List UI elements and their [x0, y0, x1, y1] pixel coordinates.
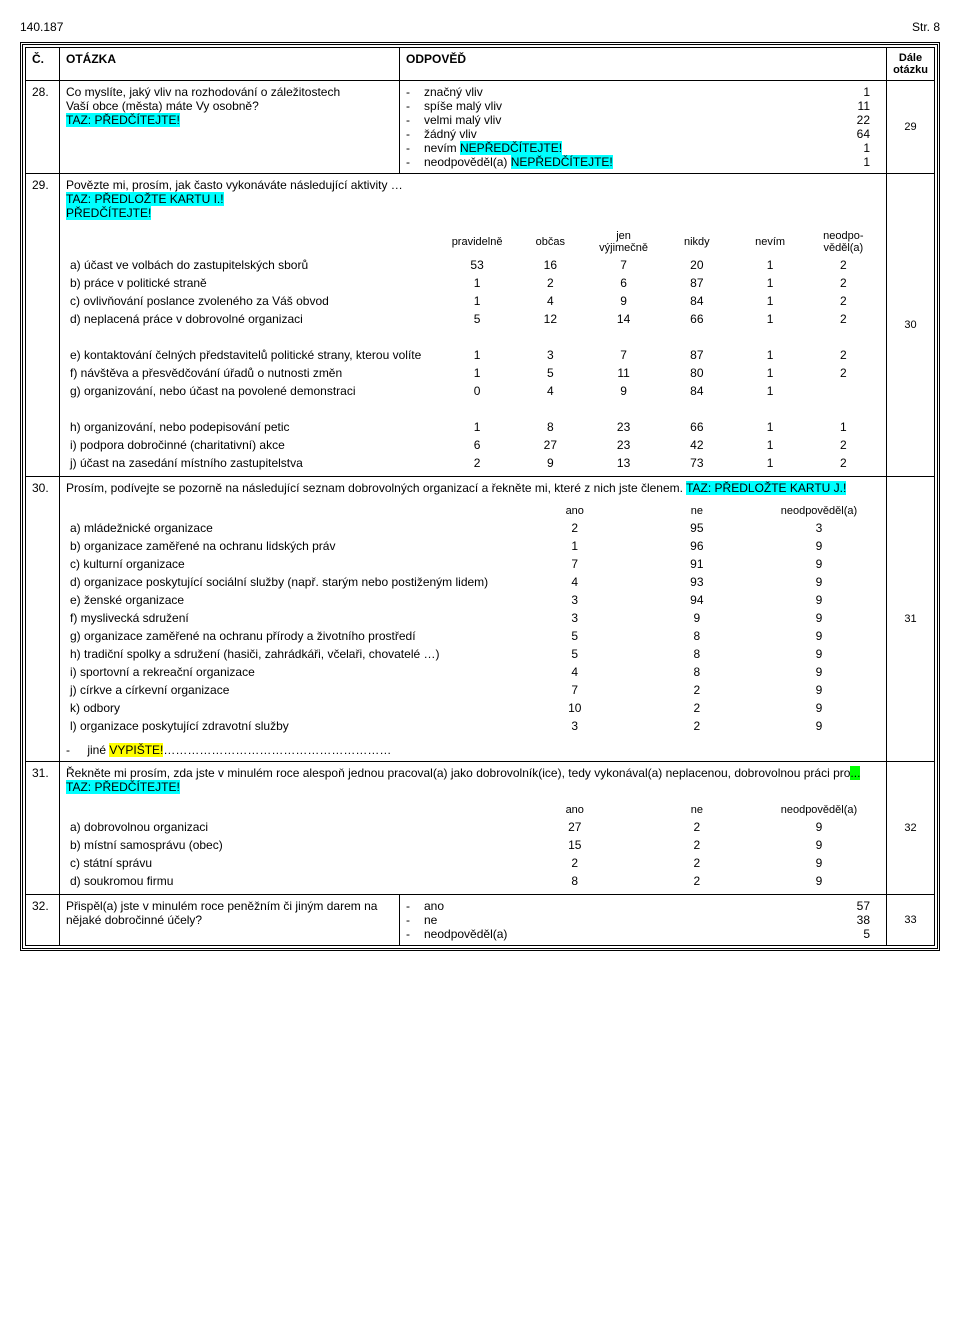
q30-row-item: j) církve a církevní organizace729 — [66, 681, 880, 699]
q31-row-item: b) místní samosprávu (obec)1529 — [66, 836, 880, 854]
q28-num: 28. — [26, 81, 60, 174]
q30-row-item: k) odbory1029 — [66, 699, 880, 717]
q29-row-item: f) návštěva a přesvědčování úřadů o nutn… — [66, 364, 880, 382]
q30-num: 30. — [26, 477, 60, 762]
q30-row-item: c) kulturní organizace7919 — [66, 555, 880, 573]
q29-row-item: g) organizování, nebo účast na povolené … — [66, 382, 880, 400]
col-num-header: Č. — [26, 48, 60, 81]
q30-next: 31 — [887, 477, 935, 762]
q31-dots: ... — [850, 766, 860, 780]
q32-option: -ano57 — [406, 899, 880, 913]
q28-line2: Vaší obce (města) máte Vy osobně? — [66, 99, 259, 113]
q29-num: 29. — [26, 174, 60, 477]
q28-option: -velmi malý vliv22 — [406, 113, 880, 127]
q29-question: Povězte mi, prosím, jak často vykonáváte… — [66, 178, 403, 192]
q31-row-item: c) státní správu229 — [66, 854, 880, 872]
q28-next: 29 — [887, 81, 935, 174]
q30-row-item: i) sportovní a rekreační organizace489 — [66, 663, 880, 681]
q30-row-item: d) organizace poskytující sociální služb… — [66, 573, 880, 591]
q30-other-pre: jiné — [87, 743, 109, 757]
q30-other: - jiné VYPIŠTE!………………………………………………… — [66, 743, 880, 757]
q31-num: 31. — [26, 762, 60, 895]
q32-option: -neodpověděl(a)5 — [406, 927, 880, 941]
q30-row-item: e) ženské organizace3949 — [66, 591, 880, 609]
col-question-header: OTÁZKA — [60, 48, 400, 81]
q31-taz: TAZ: PŘEDČÍTEJTE! — [66, 780, 180, 794]
q32-question: Přispěl(a) jste v minulém roce peněžním … — [66, 899, 377, 927]
q28-line1: Co myslíte, jaký vliv na rozhodování o z… — [66, 85, 340, 99]
col-next-header: Dále otázku — [887, 48, 935, 81]
outer-frame: Č. OTÁZKA ODPOVĚĎ Dále otázku 28. Co mys… — [20, 42, 940, 951]
q28-option: -spíše malý vliv11 — [406, 99, 880, 113]
q29-pred: PŘEDČÍTEJTE! — [66, 206, 151, 220]
q28-answer-cell: -značný vliv1-spíše malý vliv11-velmi ma… — [400, 81, 887, 174]
q30-taz: TAZ: PŘEDLOŽTE KARTU J.! — [686, 481, 846, 495]
q31-row-item: d) soukromou firmu829 — [66, 872, 880, 890]
q30-other-dots: ………………………………………………… — [163, 743, 391, 757]
q29-inner-table: pravidelněobčasjenvýjimečněnikdynevímneo… — [66, 228, 880, 472]
q32-num: 32. — [26, 895, 60, 946]
q29-row-item: e) kontaktování čelných představitelů po… — [66, 346, 880, 364]
q30-body: Prosím, podívejte se pozorně na následuj… — [60, 477, 887, 762]
q29-row-item: j) účast na zasedání místního zastupitel… — [66, 454, 880, 472]
q28-option: -nevím NEPŘEDČÍTEJTE!1 — [406, 141, 880, 155]
q29-row-item: c) ovlivňování poslance zvoleného za Váš… — [66, 292, 880, 310]
q31-question: Řekněte mi prosím, zda jste v minulém ro… — [66, 766, 850, 780]
q28-row: 28. Co myslíte, jaký vliv na rozhodování… — [26, 81, 935, 174]
q32-answer-cell: -ano57-ne38-neodpověděl(a)5 — [400, 895, 887, 946]
page-header: 140.187 Str. 8 — [20, 20, 940, 34]
q28-option: -neodpověděl(a) NEPŘEDČÍTEJTE!1 — [406, 155, 880, 169]
main-table: Č. OTÁZKA ODPOVĚĎ Dále otázku 28. Co mys… — [25, 47, 935, 946]
q28-question-cell: Co myslíte, jaký vliv na rozhodování o z… — [60, 81, 400, 174]
q30-row-item: b) organizace zaměřené na ochranu lidský… — [66, 537, 880, 555]
q32-question-cell: Přispěl(a) jste v minulém roce peněžním … — [60, 895, 400, 946]
q31-next: 32 — [887, 762, 935, 895]
header-right: Str. 8 — [912, 20, 940, 34]
q28-taz: TAZ: PŘEDČÍTEJTE! — [66, 113, 180, 127]
q29-row-item: a) účast ve volbách do zastupitelských s… — [66, 256, 880, 274]
q32-option: -ne38 — [406, 913, 880, 927]
q31-row-item: a) dobrovolnou organizaci2729 — [66, 818, 880, 836]
q29-taz: TAZ: PŘEDLOŽTE KARTU I.! — [66, 192, 224, 206]
q30-row-item: h) tradiční spolky a sdružení (hasiči, z… — [66, 645, 880, 663]
q30-question: Prosím, podívejte se pozorně na následuj… — [66, 481, 686, 495]
q32-row: 32. Přispěl(a) jste v minulém roce peněž… — [26, 895, 935, 946]
q31-body: Řekněte mi prosím, zda jste v minulém ro… — [60, 762, 887, 895]
q30-row-item: a) mládežnické organizace2953 — [66, 519, 880, 537]
q30-inner-table: anoneneodpověděl(a)a) mládežnické organi… — [66, 503, 880, 735]
q29-row-item: b) práce v politické straně1268712 — [66, 274, 880, 292]
col-answer-header: ODPOVĚĎ — [400, 48, 887, 81]
q32-next: 33 — [887, 895, 935, 946]
q29-row-item: i) podpora dobročinné (charitativní) akc… — [66, 436, 880, 454]
q29-next: 30 — [887, 174, 935, 477]
q29-row-item: h) organizování, nebo podepisování petic… — [66, 418, 880, 436]
q28-option: -žádný vliv64 — [406, 127, 880, 141]
q30-other-hl: VYPIŠTE! — [109, 743, 163, 757]
q30-row-item: f) myslivecká sdružení399 — [66, 609, 880, 627]
q29-row-item: d) neplacená práce v dobrovolné organiza… — [66, 310, 880, 328]
q29-row: 29. Povězte mi, prosím, jak často vykoná… — [26, 174, 935, 477]
q30-row-item: g) organizace zaměřené na ochranu přírod… — [66, 627, 880, 645]
header-left: 140.187 — [20, 20, 63, 34]
q30-row-item: l) organizace poskytující zdravotní služ… — [66, 717, 880, 735]
q31-row: 31. Řekněte mi prosím, zda jste v minulé… — [26, 762, 935, 895]
q28-option: -značný vliv1 — [406, 85, 880, 99]
q31-inner-table: anoneneodpověděl(a)a) dobrovolnou organi… — [66, 802, 880, 890]
q29-body: Povězte mi, prosím, jak často vykonáváte… — [60, 174, 887, 477]
q30-row: 30. Prosím, podívejte se pozorně na násl… — [26, 477, 935, 762]
